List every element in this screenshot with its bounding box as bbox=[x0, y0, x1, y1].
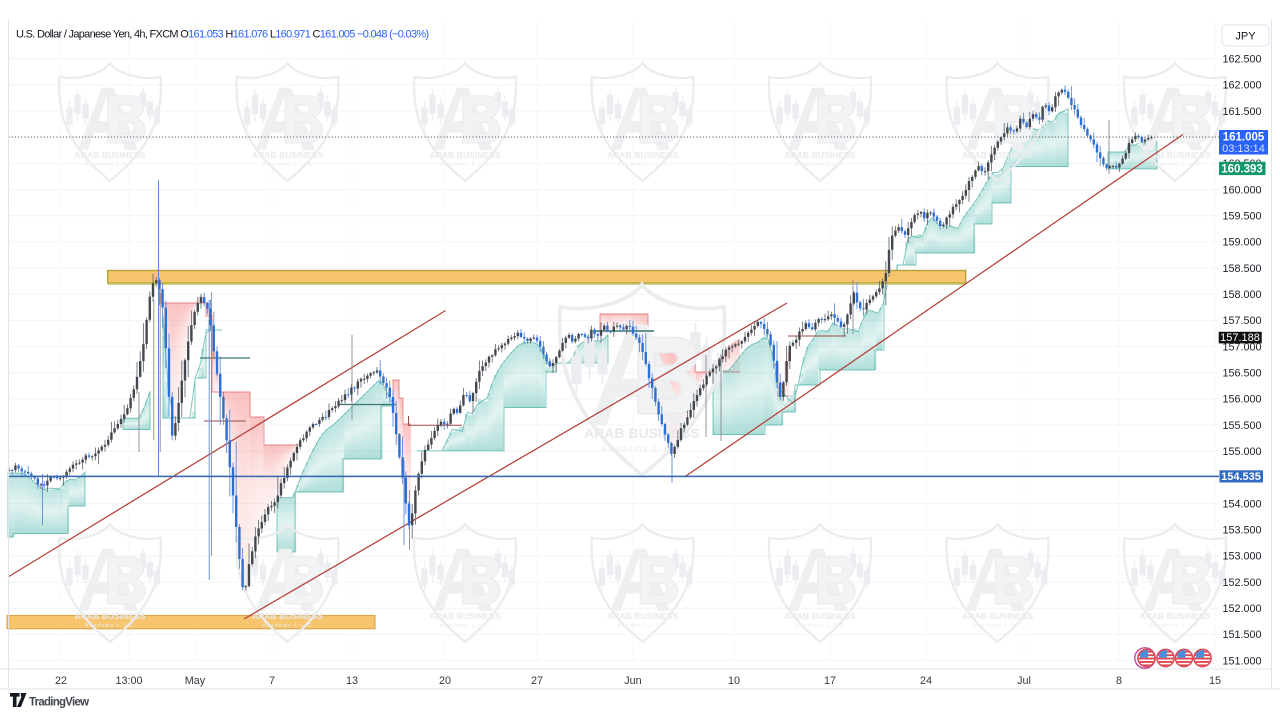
svg-text:160.393: 160.393 bbox=[1221, 163, 1263, 175]
svg-text:151.000: 151.000 bbox=[1222, 655, 1261, 667]
svg-text:154.535: 154.535 bbox=[1221, 471, 1261, 483]
svg-text:162.500: 162.500 bbox=[1222, 54, 1261, 66]
svg-text:15: 15 bbox=[1209, 675, 1221, 687]
svg-text:TradingView: TradingView bbox=[29, 697, 89, 709]
svg-text:Jul: Jul bbox=[1017, 675, 1031, 687]
svg-text:May: May bbox=[185, 675, 206, 687]
svg-text:JPY: JPY bbox=[1235, 31, 1256, 43]
svg-text:157.188: 157.188 bbox=[1220, 332, 1260, 344]
svg-text:20: 20 bbox=[439, 675, 451, 687]
svg-text:156.500: 156.500 bbox=[1222, 368, 1261, 380]
svg-text:153.000: 153.000 bbox=[1222, 551, 1261, 563]
svg-text:161.500: 161.500 bbox=[1222, 106, 1261, 118]
svg-text:24: 24 bbox=[920, 675, 932, 687]
svg-text:10: 10 bbox=[728, 675, 740, 687]
svg-text:8: 8 bbox=[1116, 675, 1122, 687]
svg-text:162.000: 162.000 bbox=[1222, 80, 1261, 92]
svg-text:27: 27 bbox=[531, 675, 543, 687]
svg-text:156.000: 156.000 bbox=[1222, 394, 1261, 406]
svg-text:22: 22 bbox=[55, 675, 67, 687]
svg-text:154.000: 154.000 bbox=[1222, 498, 1261, 510]
svg-text:157.500: 157.500 bbox=[1222, 315, 1261, 327]
svg-text:U.S. Dollar / Japanese Yen, 4h: U.S. Dollar / Japanese Yen, 4h, FXCM O16… bbox=[16, 29, 428, 41]
svg-text:151.500: 151.500 bbox=[1222, 629, 1261, 641]
svg-text:155.000: 155.000 bbox=[1222, 446, 1261, 458]
svg-text:155.500: 155.500 bbox=[1222, 420, 1261, 432]
svg-text:159.500: 159.500 bbox=[1222, 211, 1261, 223]
svg-text:17: 17 bbox=[824, 675, 836, 687]
svg-text:Jun: Jun bbox=[624, 675, 641, 687]
svg-text:153.500: 153.500 bbox=[1222, 525, 1261, 537]
svg-text:13: 13 bbox=[346, 675, 358, 687]
svg-text:158.000: 158.000 bbox=[1222, 289, 1261, 301]
svg-text:152.000: 152.000 bbox=[1222, 603, 1261, 615]
svg-text:160.000: 160.000 bbox=[1222, 184, 1261, 196]
svg-text:13:00: 13:00 bbox=[115, 675, 142, 687]
svg-text:159.000: 159.000 bbox=[1222, 237, 1261, 249]
svg-text:03:13:14: 03:13:14 bbox=[1222, 143, 1265, 155]
svg-text:152.500: 152.500 bbox=[1222, 577, 1261, 589]
svg-text:157.000: 157.000 bbox=[1222, 341, 1261, 353]
svg-text:7: 7 bbox=[269, 675, 275, 687]
svg-text:161.005: 161.005 bbox=[1223, 132, 1265, 144]
svg-text:158.500: 158.500 bbox=[1222, 263, 1261, 275]
